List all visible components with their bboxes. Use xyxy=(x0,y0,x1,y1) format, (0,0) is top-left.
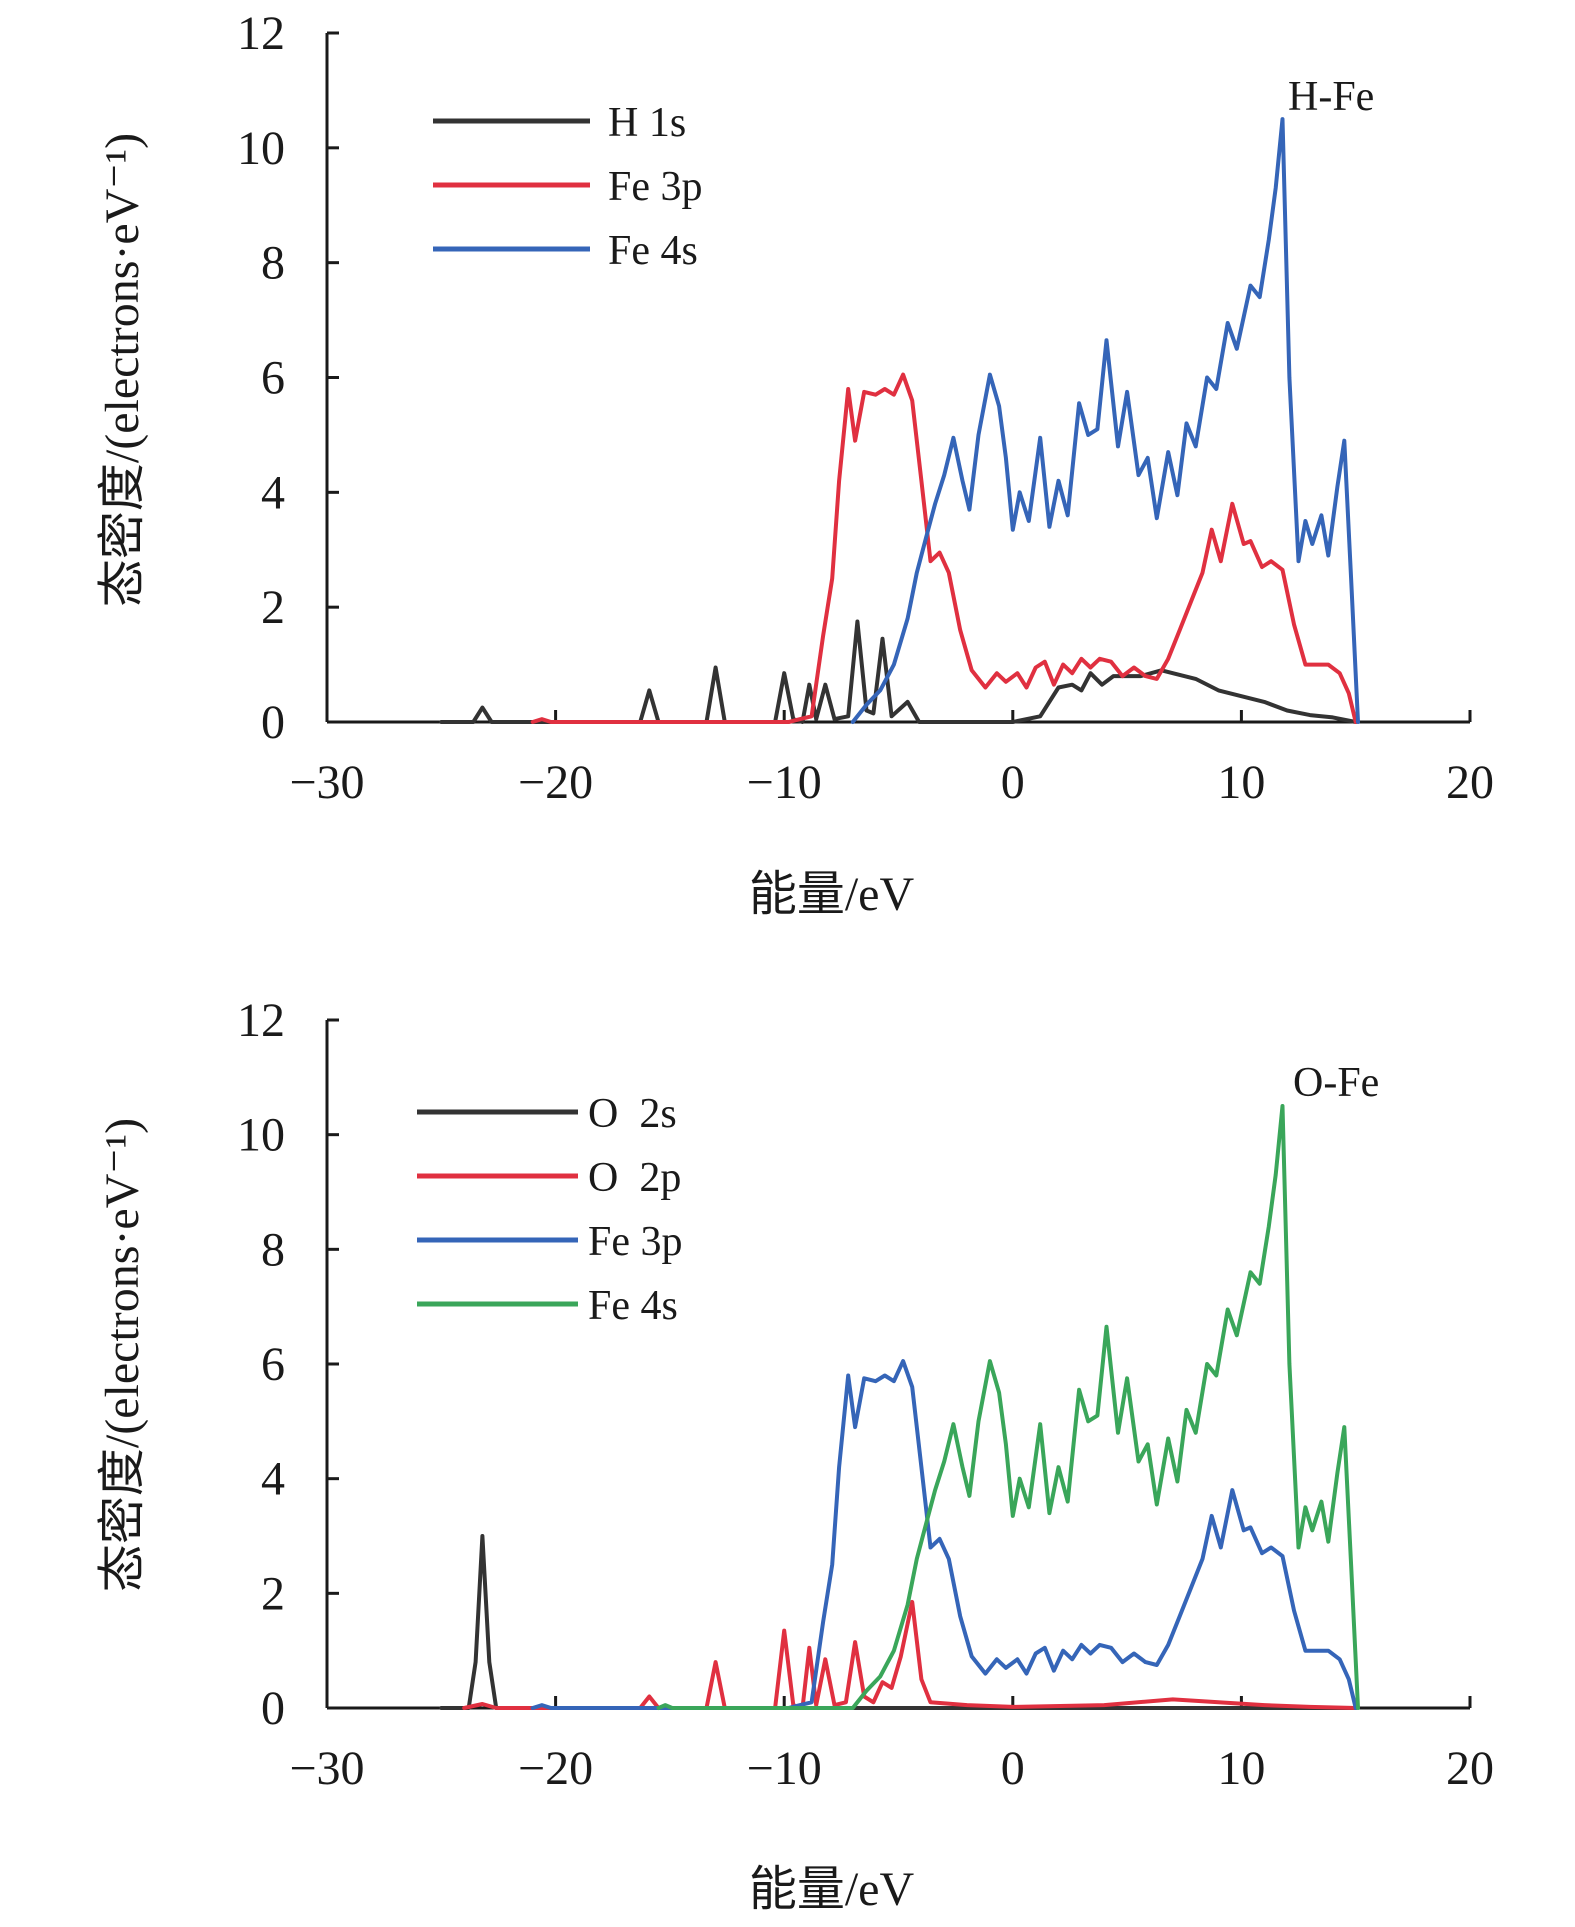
legend: O 2s O 2p Fe 3p Fe 4s xyxy=(417,1091,683,1329)
chart-annotation: H-Fe xyxy=(1288,74,1374,120)
y-axis-title: 态密度/(electrons·eV⁻¹) xyxy=(96,1118,149,1592)
y-tick-label: 8 xyxy=(261,1223,285,1276)
y-tick-label: 6 xyxy=(261,352,285,405)
x-tick-label: −30 xyxy=(289,1742,364,1795)
x-tick-label: −30 xyxy=(289,756,364,809)
legend-label: O 2p xyxy=(588,1155,681,1201)
legend-label: Fe 4s xyxy=(608,228,698,274)
legend: H 1s Fe 3p Fe 4s xyxy=(433,100,703,274)
series-line-fe-4s xyxy=(850,117,1360,724)
y-tick-label: 12 xyxy=(237,994,285,1047)
chart-panel-h-fe: 0 2 4 6 8 10 12 −30 −20 −10 0 10 20 能量/eV 态密度/(electro… xyxy=(96,7,1494,921)
y-axis-title: 态密度/(electrons·eV⁻¹) xyxy=(96,133,149,607)
y-tick-label: 0 xyxy=(261,696,285,749)
x-tick-label: −10 xyxy=(747,756,822,809)
legend-label: Fe 3p xyxy=(588,1219,683,1265)
y-tick-label: 8 xyxy=(261,237,285,290)
series-line-fe-3p xyxy=(530,372,1358,724)
y-tick-label: 0 xyxy=(261,1682,285,1735)
x-axis-title: 能量/eV xyxy=(749,1863,915,1916)
series-line-fe-4s xyxy=(656,1104,1360,1710)
y-tick-label: 4 xyxy=(261,1453,285,1506)
x-tick-label: 0 xyxy=(1001,756,1025,809)
legend-label: Fe 4s xyxy=(588,1283,678,1329)
y-tick-label: 2 xyxy=(261,581,285,634)
y-tick-label: 10 xyxy=(237,1109,285,1162)
legend-label: H 1s xyxy=(608,100,686,146)
x-tick-label: 20 xyxy=(1446,1742,1494,1795)
x-tick-label: −10 xyxy=(747,1742,822,1795)
x-tick-label: −20 xyxy=(518,756,593,809)
x-tick-label: 0 xyxy=(1001,1742,1025,1795)
y-tick-label: 12 xyxy=(237,7,285,60)
x-tick-label: −20 xyxy=(518,1742,593,1795)
y-tick-label: 2 xyxy=(261,1567,285,1620)
legend-label: Fe 3p xyxy=(608,164,703,210)
x-axis-title: 能量/eV xyxy=(749,868,915,921)
chart-panel-o-fe: 0 2 4 6 8 10 12 −30 −20 −10 0 10 20 能量/eV 态密度/(electro… xyxy=(96,994,1494,1916)
x-tick-label: 10 xyxy=(1217,756,1265,809)
series-line-fe-3p xyxy=(530,1359,1358,1710)
y-tick-label: 10 xyxy=(237,122,285,175)
y-tick-label: 4 xyxy=(261,466,285,519)
chart-annotation: O-Fe xyxy=(1293,1060,1379,1106)
x-tick-label: 10 xyxy=(1217,1742,1265,1795)
y-tick-label: 6 xyxy=(261,1338,285,1391)
legend-label: O 2s xyxy=(588,1091,677,1137)
x-tick-label: 20 xyxy=(1446,756,1494,809)
